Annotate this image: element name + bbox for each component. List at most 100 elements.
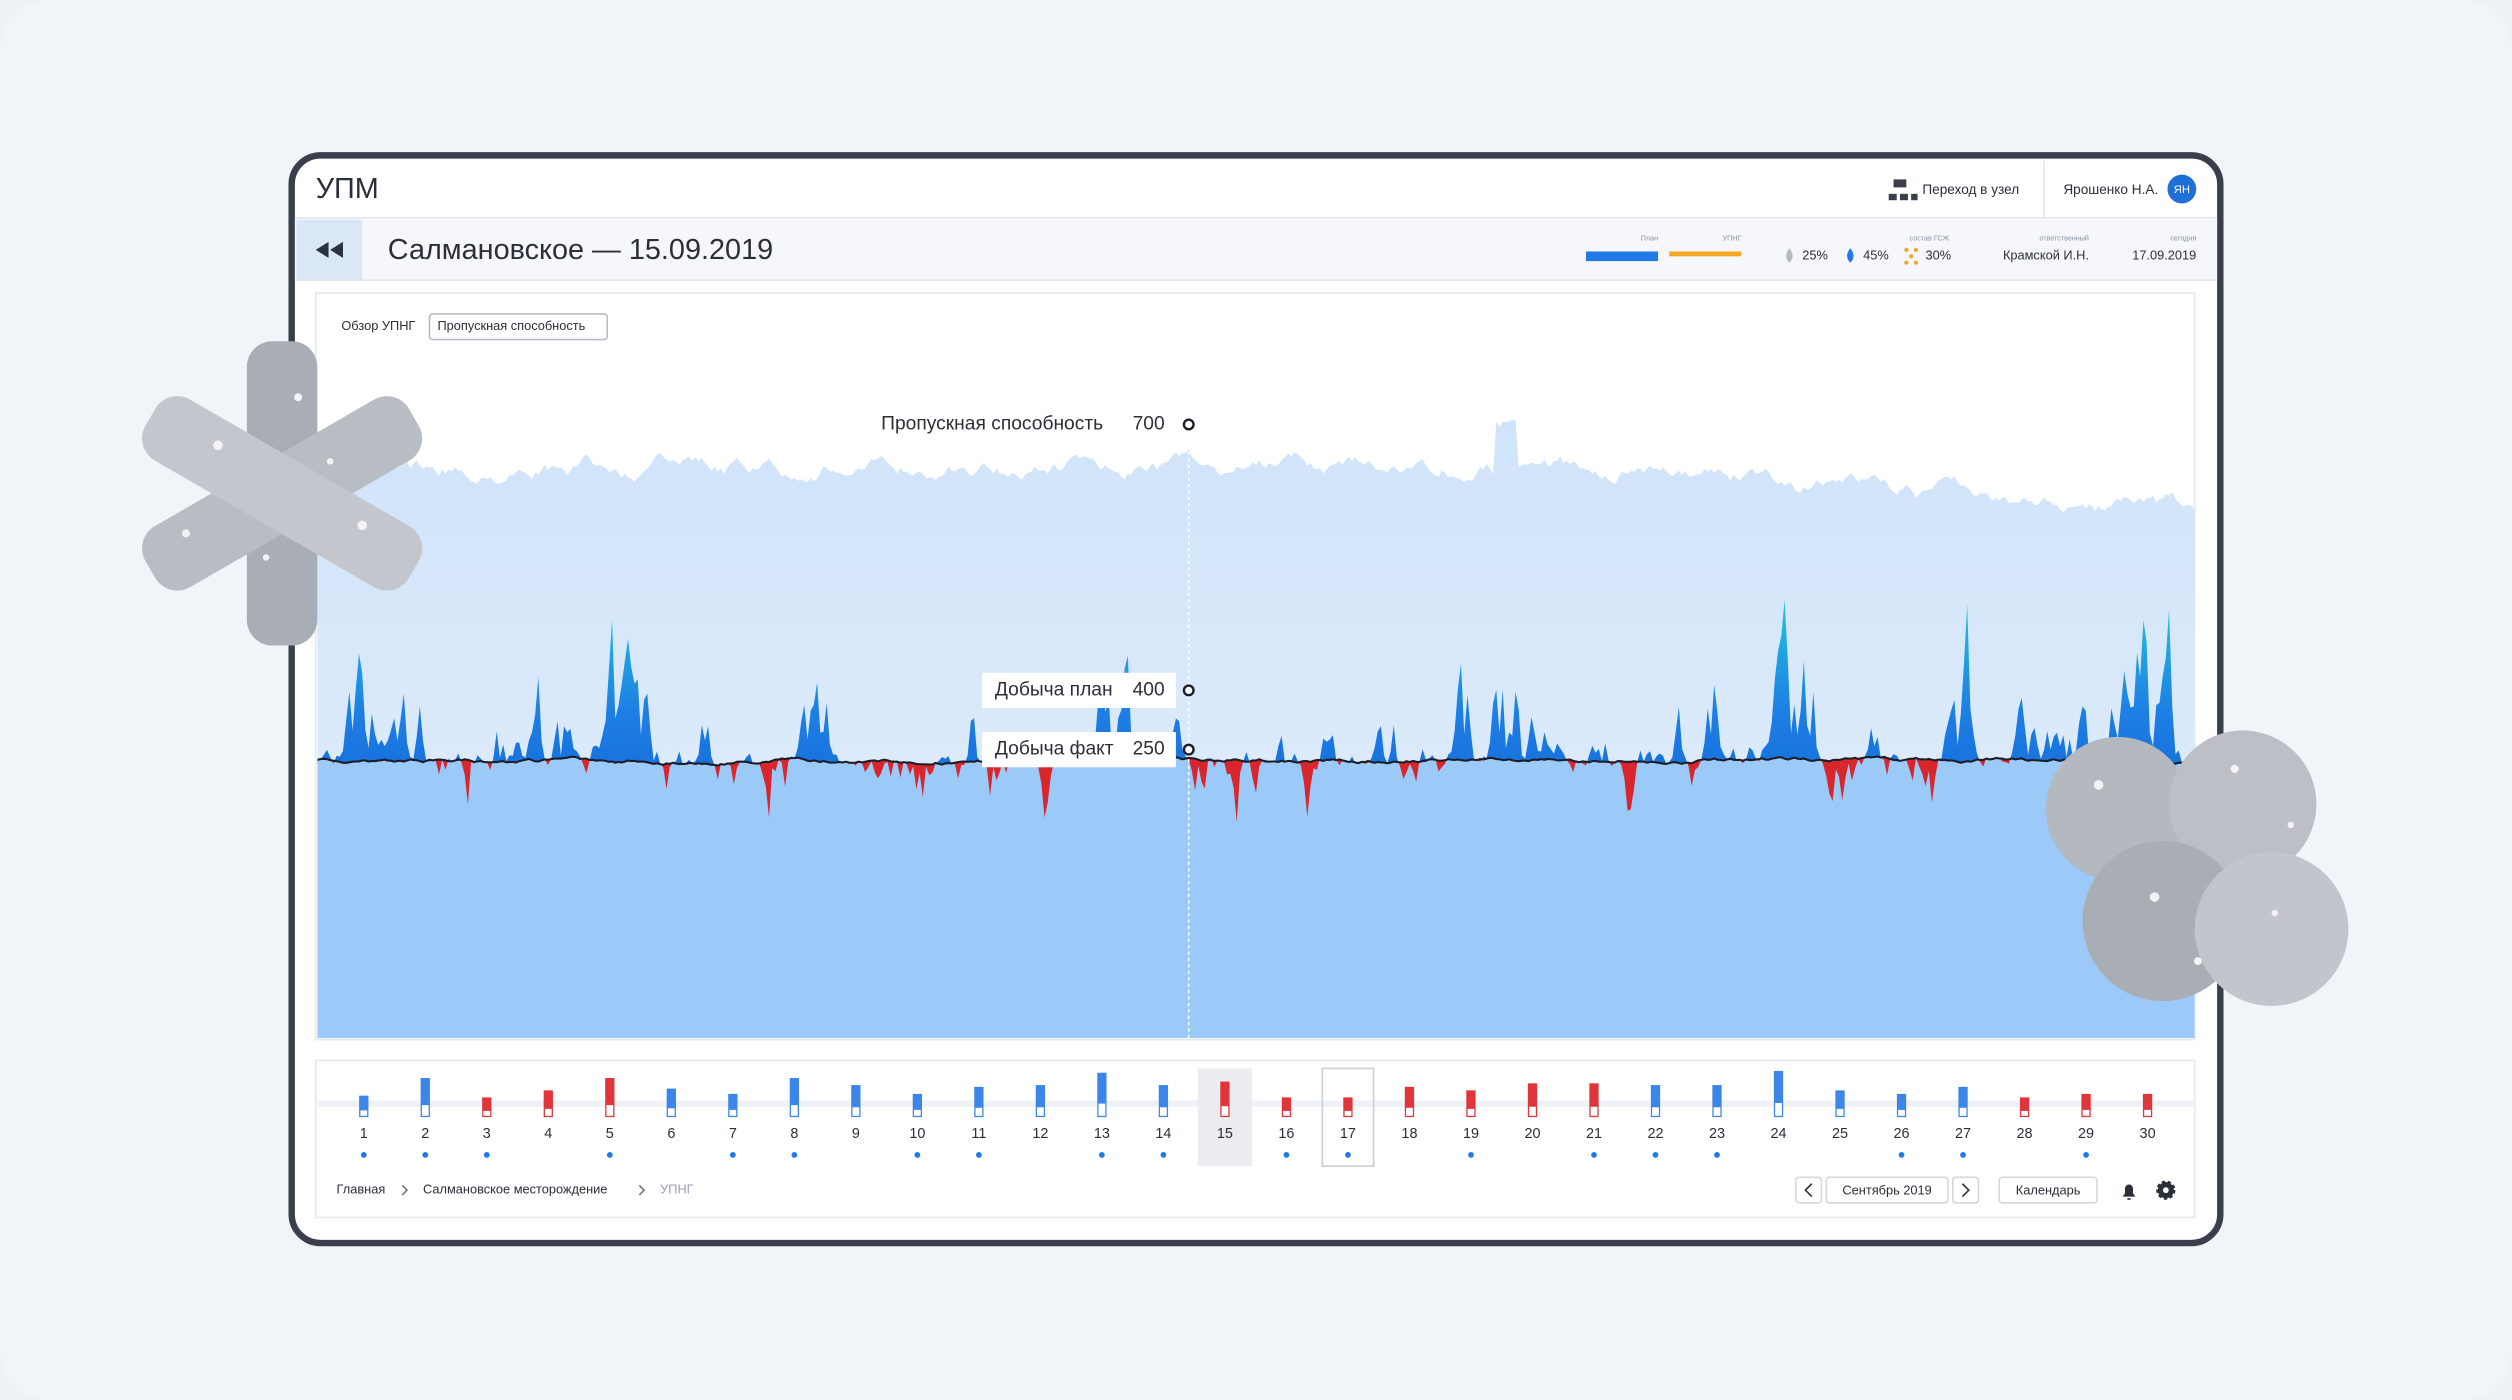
day-label[interactable]: 1 — [360, 1126, 368, 1142]
next-icon — [1961, 1183, 1970, 1198]
day-label[interactable]: 18 — [1401, 1126, 1417, 1142]
day-bar — [1097, 1073, 1106, 1104]
day-marker — [976, 1152, 982, 1158]
breadcrumb[interactable]: Главная — [337, 1182, 386, 1197]
day-label[interactable]: 29 — [2078, 1126, 2094, 1142]
day-bar — [1466, 1091, 1475, 1109]
day-bar — [974, 1087, 983, 1108]
day-bar — [1897, 1094, 1906, 1110]
prev-icon — [1804, 1183, 1813, 1198]
day-marker — [1283, 1152, 1290, 1158]
day-marker — [1714, 1152, 1720, 1158]
day-label[interactable]: 15 — [1217, 1126, 1233, 1142]
prev-month-button[interactable] — [1795, 1176, 1823, 1204]
today-date: 17.09.2019 — [2132, 248, 2196, 263]
bell-icon[interactable] — [2122, 1184, 2136, 1200]
today-caption: сегодня — [2170, 234, 2196, 243]
tooltip-box — [868, 406, 1176, 443]
day-label[interactable]: 21 — [1586, 1126, 1602, 1142]
day-marker — [1591, 1152, 1597, 1158]
avatar-initials: ЯН — [2174, 184, 2190, 196]
subheader — [294, 219, 2218, 281]
day-label[interactable]: 11 — [971, 1126, 986, 1142]
day-label[interactable]: 20 — [1524, 1126, 1540, 1142]
day-marker — [422, 1152, 429, 1158]
day-outline — [1321, 1067, 1375, 1167]
composition-icon — [1904, 247, 1919, 265]
day-marker — [1960, 1152, 1966, 1158]
day-label[interactable]: 4 — [544, 1126, 552, 1142]
tab-label: Обзор УПНГ — [341, 318, 415, 333]
day-label[interactable]: 19 — [1463, 1126, 1479, 1142]
legend-label: План — [1641, 234, 1658, 243]
node-link[interactable]: Переход в узел — [1922, 182, 2019, 197]
next-month-button[interactable] — [1951, 1176, 1980, 1204]
day-label[interactable]: 10 — [909, 1126, 925, 1142]
avatar[interactable] — [2167, 174, 2197, 204]
day-bar — [851, 1085, 860, 1108]
day-label[interactable]: 7 — [729, 1126, 737, 1142]
day-bar — [1774, 1071, 1783, 1104]
day-bar — [1713, 1085, 1722, 1108]
day-marker — [1160, 1152, 1167, 1158]
day-label[interactable]: 3 — [483, 1126, 491, 1142]
day-label[interactable]: 23 — [1709, 1126, 1725, 1142]
day-bar — [1343, 1098, 1352, 1111]
day-label[interactable]: 13 — [1094, 1126, 1110, 1142]
day-marker — [2083, 1152, 2089, 1158]
responsible-caption: ответственный — [2039, 234, 2089, 243]
responsible: Крамской И.Н. — [2003, 248, 2089, 263]
day-label[interactable]: 28 — [2017, 1126, 2033, 1142]
calendar-button[interactable] — [1998, 1176, 2098, 1204]
day-marker — [606, 1152, 613, 1158]
indicator-caption: состав ГСЖ — [1910, 234, 1950, 243]
day-marker — [1652, 1152, 1659, 1158]
tooltip-label: Добыча факт — [995, 739, 1114, 760]
day-label[interactable]: 25 — [1832, 1126, 1848, 1142]
month-field[interactable] — [1825, 1176, 1949, 1204]
drop-icon — [1786, 248, 1793, 263]
day-label[interactable]: 26 — [1894, 1126, 1910, 1142]
day-bar — [359, 1096, 368, 1111]
day-label[interactable]: 6 — [667, 1126, 675, 1142]
decor-asterisk — [142, 341, 423, 646]
day-label[interactable]: 2 — [421, 1126, 429, 1142]
legend-swatch — [1585, 251, 1659, 262]
tab-active[interactable] — [428, 313, 609, 341]
day-label[interactable]: 24 — [1771, 1126, 1787, 1142]
day-label[interactable]: 17 — [1340, 1126, 1356, 1142]
day-bar — [1282, 1098, 1291, 1111]
user-name[interactable]: Ярошенко Н.А. — [2063, 182, 2158, 197]
day-label[interactable]: 14 — [1155, 1126, 1171, 1142]
day-bar — [482, 1098, 491, 1111]
day-label[interactable]: 30 — [2140, 1126, 2156, 1142]
day-marker — [483, 1152, 490, 1158]
day-bar — [605, 1078, 614, 1106]
breadcrumb-separator — [638, 1184, 646, 1196]
breadcrumb[interactable]: Салмановское месторождение — [423, 1182, 607, 1197]
day-bar — [667, 1089, 676, 1109]
day-bar — [1036, 1085, 1045, 1108]
page-title: Салмановское — 15.09.2019 — [388, 234, 773, 266]
back-icon — [315, 241, 343, 258]
fact-line — [317, 755, 2195, 767]
day-label[interactable]: 22 — [1647, 1126, 1663, 1142]
tooltip-value: 400 — [1133, 679, 1165, 700]
legend-swatch — [1669, 251, 1742, 257]
tab[interactable] — [333, 313, 427, 340]
day-bar — [728, 1094, 737, 1110]
day-bar — [790, 1078, 799, 1106]
chart — [317, 419, 2195, 1038]
indicator: 45% — [1863, 248, 1889, 263]
day-label[interactable]: 5 — [606, 1126, 614, 1142]
back-button[interactable] — [296, 219, 363, 281]
day-label[interactable]: 8 — [790, 1126, 798, 1142]
day-bar — [421, 1078, 430, 1106]
indicator: 25% — [1802, 248, 1828, 263]
day-label[interactable]: 9 — [852, 1126, 860, 1142]
day-label[interactable]: 12 — [1032, 1126, 1048, 1142]
day-label[interactable]: 27 — [1955, 1126, 1971, 1142]
day-label[interactable]: 16 — [1278, 1126, 1294, 1142]
settings-icon[interactable] — [2156, 1180, 2176, 1200]
day-bar — [1528, 1083, 1537, 1107]
